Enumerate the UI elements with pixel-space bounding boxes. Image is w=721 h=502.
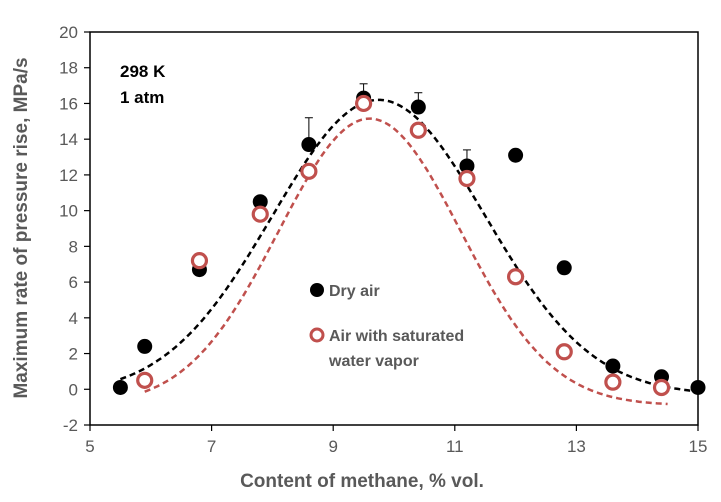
y-tick-label: 20 [59,23,78,42]
y-tick-label: 6 [69,273,78,292]
fit-curve-2 [144,117,668,406]
point-dry-air [605,358,621,374]
point-dry-air [301,137,317,153]
y-tick-label: 0 [69,380,78,399]
x-tick-label: 5 [85,437,94,456]
x-tick-label: 11 [446,437,464,456]
point-dry-air [508,147,524,163]
point-dry-air [556,260,572,276]
fit-curve-1 [119,98,699,393]
plot-area [89,31,699,426]
point-saturated-air [136,371,154,389]
x-axis-title: Content of methane, % vol. [240,471,484,492]
y-axis: -2 0 2 4 6 8 10 12 14 16 18 20 [59,23,90,435]
annotation-pressure: 1 atm [120,88,164,107]
point-dry-air [690,379,706,395]
legend-label-saturated-air-line2: water vapor [328,353,419,370]
y-tick-label: 12 [59,166,78,185]
data-points [112,90,706,397]
point-dry-air [137,338,153,354]
point-dry-air [252,194,268,210]
point-saturated-air [190,252,209,270]
y-tick-label: 2 [69,345,78,364]
x-axis: 5 7 9 11 13 15 [85,425,707,456]
legend-marker-saturated-air [309,327,325,343]
point-dry-air [410,99,426,115]
fit-curves [119,98,699,406]
y-tick-label: -2 [63,416,78,435]
x-tick-label: 9 [328,437,337,456]
annotation-temperature: 298 K [120,62,166,81]
point-dry-air [459,158,475,174]
legend-label-dry-air: Dry air [329,283,380,300]
legend: Dry air Air with saturated water vapor [309,283,464,370]
point-saturated-air [652,378,671,397]
y-axis-title: Maximum rate of pressure rise, MPa/s [11,57,32,398]
x-tick-label: 15 [689,437,708,456]
x-tick-label: 7 [207,437,216,456]
point-saturated-air [604,373,622,391]
point-saturated-air [458,169,476,188]
point-dry-air [112,379,128,395]
point-saturated-air [409,121,427,139]
y-tick-label: 14 [59,130,78,149]
legend-label-saturated-air-line1: Air with saturated [329,328,464,345]
point-saturated-air [555,343,573,361]
y-tick-label: 18 [59,59,78,78]
point-saturated-air [355,94,373,113]
point-saturated-air [300,162,318,180]
legend-marker-dry-air [310,283,324,297]
y-tick-label: 16 [59,94,78,113]
point-saturated-air [251,205,269,223]
y-tick-label: 4 [69,309,78,328]
point-saturated-air [506,268,525,286]
y-tick-label: 8 [69,237,78,256]
x-tick-label: 13 [567,437,586,456]
y-tick-label: 10 [59,202,78,221]
